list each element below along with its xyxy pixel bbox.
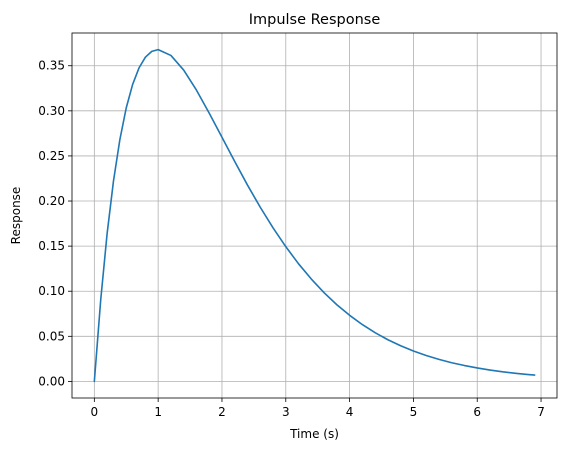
series-layer [93, 48, 536, 383]
y-tick-label: 0.20 [38, 194, 65, 208]
x-tick-label: 2 [218, 405, 226, 419]
x-tick-label: 1 [154, 405, 162, 419]
y-tick-label: 0.30 [38, 104, 65, 118]
x-tick-label: 3 [282, 405, 290, 419]
x-tick-label: 5 [410, 405, 418, 419]
y-tick-label: 0.25 [38, 149, 65, 163]
chart-title: Impulse Response [249, 12, 381, 28]
plot-frame [71, 32, 558, 399]
y-axis: 0.00 0.05 0.10 0.15 0.20 0.25 0.30 0.35 [38, 59, 72, 388]
y-tick-label: 0.10 [38, 284, 65, 298]
x-tick-label: 7 [537, 405, 545, 419]
y-tick-label: 0.35 [38, 59, 65, 73]
y-tick-label: 0.05 [38, 329, 65, 343]
x-tick-label: 6 [473, 405, 481, 419]
series-line [93, 48, 536, 383]
y-axis-label: Response [9, 187, 23, 245]
x-tick-label: 4 [346, 405, 354, 419]
x-axis: 0 1 2 3 4 5 6 7 [91, 398, 545, 419]
y-tick-label: 0.00 [38, 374, 65, 388]
x-axis-label: Time (s) [289, 427, 339, 441]
y-tick-label: 0.15 [38, 239, 65, 253]
grid [72, 33, 557, 398]
x-tick-label: 0 [91, 405, 99, 419]
